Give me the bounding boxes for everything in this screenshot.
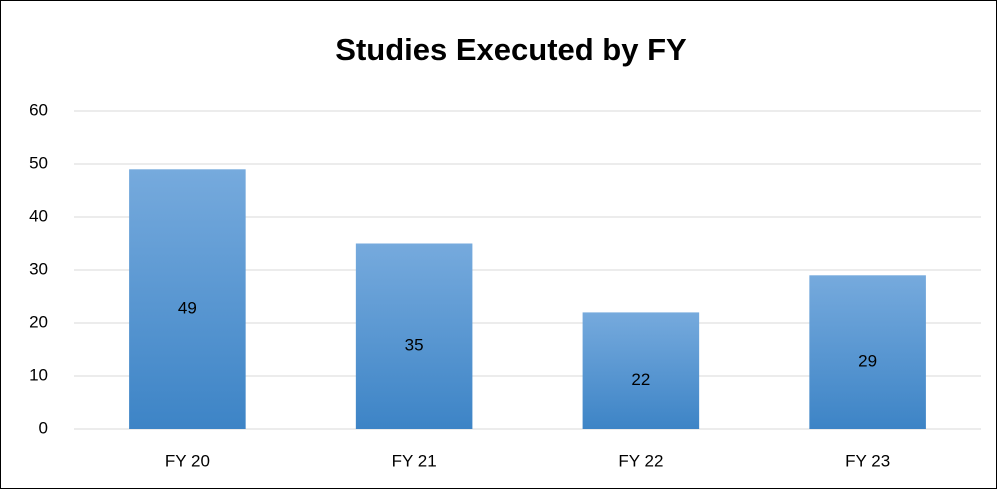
y-tick-label: 60 [29,100,48,119]
bar [129,169,246,430]
y-tick-label: 50 [29,153,48,172]
y-tick-label: 40 [29,206,48,225]
data-label: 49 [178,299,197,318]
x-tick-label: FY 22 [618,451,663,470]
bar [355,243,473,429]
x-tick-label: FY 21 [392,451,437,470]
y-tick-label: 0 [39,418,48,437]
x-tick-label: FY 20 [165,451,210,470]
bar [582,312,700,429]
x-tick-label: FY 23 [845,451,890,470]
bar [809,275,926,429]
data-label: 29 [858,352,877,371]
chart-title: Studies Executed by FY [335,32,687,67]
y-tick-label: 30 [29,259,48,278]
data-label: 22 [631,370,650,389]
data-label: 35 [405,336,424,355]
y-tick-label: 20 [29,312,48,331]
y-tick-label: 10 [29,365,48,384]
